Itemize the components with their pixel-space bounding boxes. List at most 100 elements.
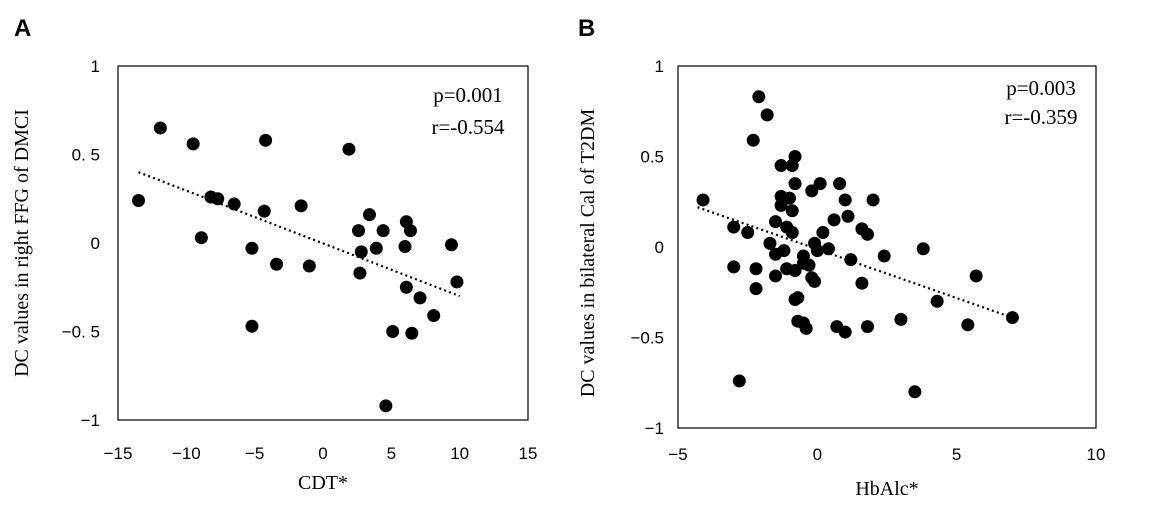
data-point <box>450 275 464 289</box>
trendline-a <box>138 171 461 298</box>
data-point <box>877 249 891 263</box>
data-point <box>774 159 788 173</box>
data-point <box>969 269 983 283</box>
data-point <box>749 262 763 276</box>
data-point <box>838 193 852 207</box>
data-point <box>763 236 777 250</box>
data-point <box>749 282 763 296</box>
data-point <box>353 266 367 280</box>
data-point <box>769 269 783 283</box>
p-value-b: p=0.003 <box>1006 76 1076 100</box>
x-axis-label-a: CDT* <box>298 472 348 494</box>
x-tick-label: −5 <box>668 445 687 464</box>
data-point <box>444 238 458 252</box>
data-point <box>833 177 847 191</box>
data-point <box>782 191 796 205</box>
data-point <box>802 258 816 272</box>
x-tick-label: 0 <box>318 444 327 463</box>
p-value-a: p=0.001 <box>433 83 503 107</box>
panel-b: B −5 0 5 10 1 0.5 0 −0.5 −1 p=0.003 r=-0.359 Hb… <box>577 15 1105 500</box>
plot-frame-a <box>117 65 529 421</box>
x-tick-labels-a: −15 −10 −5 0 5 10 15 <box>104 444 538 463</box>
data-point <box>769 215 783 229</box>
data-point <box>294 199 308 213</box>
data-point <box>398 240 412 254</box>
data-point <box>342 142 356 156</box>
data-point <box>799 321 813 335</box>
data-point <box>894 312 908 326</box>
y-tick-label: −1 <box>645 419 664 438</box>
data-point <box>908 385 922 399</box>
panel-a: A −15 −10 −5 0 5 10 15 1 0. 5 0 −0. 5 −1 p=0.001 r… <box>11 15 537 494</box>
panel-label-a: A <box>14 15 31 42</box>
data-point <box>788 150 802 163</box>
data-point <box>777 244 791 258</box>
data-point <box>369 241 383 255</box>
data-point <box>791 291 805 305</box>
data-point <box>813 177 827 191</box>
data-point <box>860 227 874 241</box>
x-tick-labels-b: −5 0 5 10 <box>668 445 1105 464</box>
data-point <box>961 318 975 332</box>
data-point <box>186 137 200 151</box>
data-point <box>362 208 376 222</box>
y-axis-label-a: DC values in right FFG of DMCI <box>11 109 33 377</box>
data-point <box>821 242 835 256</box>
y-tick-label: 0.5 <box>640 148 664 167</box>
r-value-b: r=-0.359 <box>1004 105 1077 129</box>
data-point <box>354 245 368 259</box>
data-point <box>760 108 774 122</box>
data-point <box>211 192 225 206</box>
y-tick-label: −0. 5 <box>62 323 100 342</box>
data-point <box>427 309 441 323</box>
y-tick-label: 1 <box>91 57 100 76</box>
data-point <box>741 226 755 240</box>
data-point <box>727 260 741 274</box>
y-tick-label: 0 <box>655 238 664 257</box>
data-point <box>379 399 393 413</box>
data-point <box>785 204 799 218</box>
data-point <box>844 253 858 267</box>
data-point <box>752 90 766 104</box>
panel-label-b: B <box>578 15 595 42</box>
x-tick-label: 10 <box>1087 445 1106 464</box>
data-point <box>916 242 930 256</box>
x-tick-label: −5 <box>245 444 264 463</box>
data-point <box>866 193 880 207</box>
data-point <box>399 280 413 294</box>
data-point <box>727 220 741 234</box>
data-point <box>808 274 822 288</box>
y-tick-label: −1 <box>81 411 100 430</box>
x-tick-label: 5 <box>387 444 396 463</box>
data-point <box>413 291 427 305</box>
data-point <box>245 241 259 255</box>
data-point <box>376 224 390 238</box>
data-point <box>746 133 760 147</box>
data-point <box>827 213 841 227</box>
y-tick-label: 0 <box>91 234 100 253</box>
data-point <box>816 226 830 240</box>
y-tick-label: 1 <box>655 57 664 76</box>
data-point <box>855 276 869 290</box>
data-point <box>1005 311 1019 325</box>
y-tick-labels-a: 1 0. 5 0 −0. 5 −1 <box>62 57 100 430</box>
data-point <box>245 319 259 333</box>
data-point <box>860 320 874 334</box>
plot-frame-b <box>677 65 1097 429</box>
x-tick-label: −10 <box>172 444 201 463</box>
data-point <box>386 325 400 338</box>
data-point <box>153 121 167 135</box>
data-point <box>132 194 145 208</box>
x-tick-label: −15 <box>104 444 133 463</box>
data-point <box>227 197 241 211</box>
data-point <box>194 231 208 245</box>
y-tick-label: −0.5 <box>630 329 664 348</box>
data-point <box>785 226 799 240</box>
data-point <box>732 374 746 388</box>
data-point <box>838 325 852 339</box>
data-point <box>259 133 273 147</box>
y-axis-label-b: DC values in bilateral Cal of T2DM <box>577 109 599 398</box>
x-axis-label-b: HbAlc* <box>855 478 918 500</box>
data-point <box>403 224 417 238</box>
